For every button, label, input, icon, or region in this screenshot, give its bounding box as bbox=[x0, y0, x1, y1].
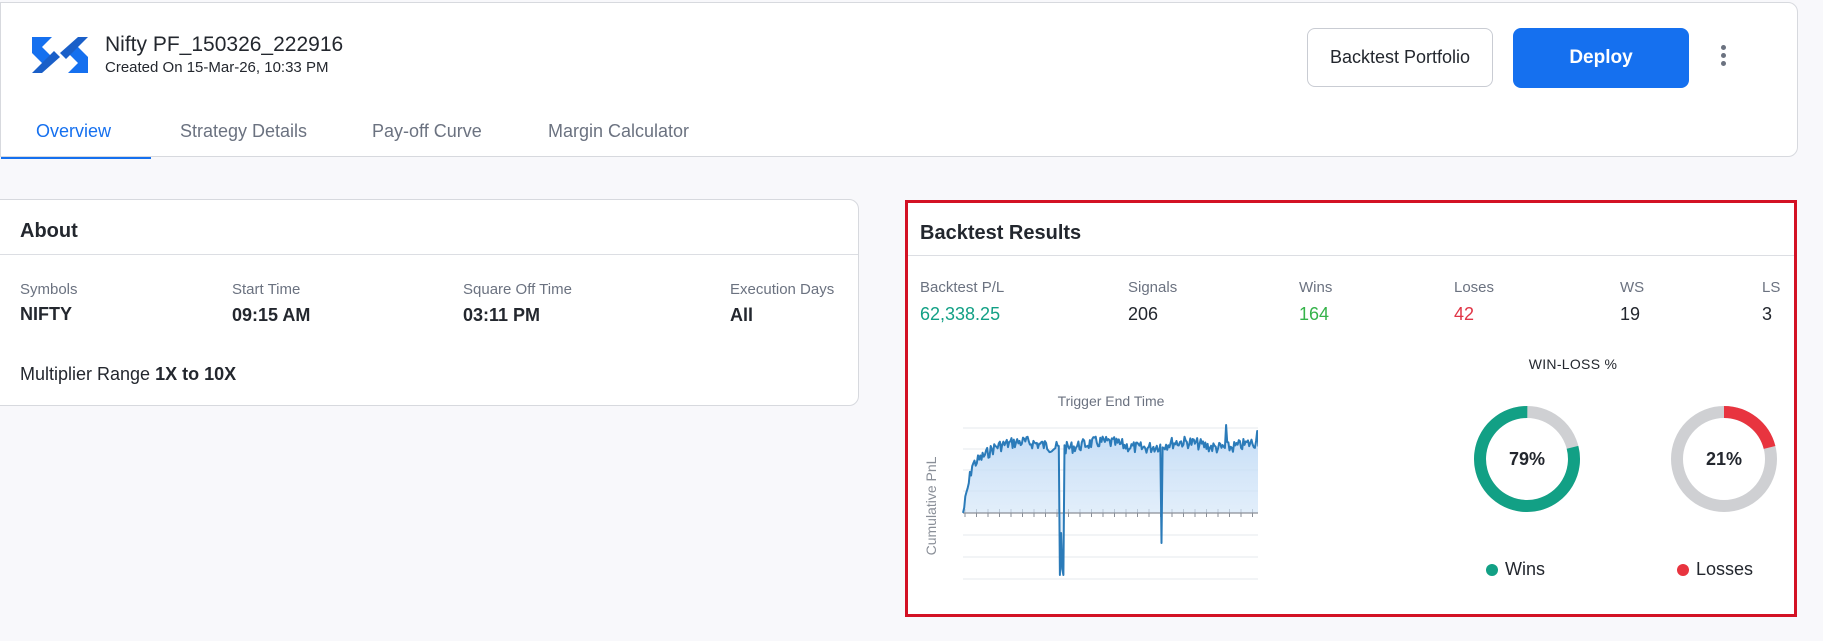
losses-percent: 21% bbox=[1706, 449, 1742, 469]
signals-label: Signals bbox=[1128, 279, 1178, 296]
tab-margin-calculator[interactable]: Margin Calculator bbox=[548, 121, 690, 141]
losses-legend-label: Losses bbox=[1696, 559, 1754, 579]
ws-label: WS bbox=[1620, 279, 1645, 296]
loses-label: Loses bbox=[1454, 279, 1495, 296]
about-card: About Symbols NIFTY Start Time 09:15 AM … bbox=[0, 199, 859, 406]
created-on-text: Created On 15-Mar-26, 10:33 PM bbox=[105, 59, 329, 76]
tab-overview[interactable]: Overview bbox=[36, 121, 112, 141]
execution-days-value: All bbox=[730, 305, 754, 325]
chart-line bbox=[962, 424, 1258, 576]
wins-legend[interactable]: Wins bbox=[1486, 559, 1545, 580]
losses-legend[interactable]: Losses bbox=[1677, 559, 1753, 580]
signals-value: 206 bbox=[1128, 304, 1159, 324]
tab-strategy-details[interactable]: Strategy Details bbox=[180, 121, 308, 141]
brand-logo-icon bbox=[30, 33, 90, 77]
wins-donut: 79% bbox=[1474, 406, 1580, 512]
ls-value: 3 bbox=[1762, 304, 1773, 324]
ws-value: 19 bbox=[1620, 304, 1641, 324]
deploy-button[interactable]: Deploy bbox=[1513, 28, 1689, 88]
symbols-label: Symbols bbox=[20, 281, 78, 298]
backtest-portfolio-button[interactable]: Backtest Portfolio bbox=[1307, 28, 1493, 87]
chart-title: Trigger End Time bbox=[1058, 393, 1165, 409]
multiplier-range-value: 1X to 10X bbox=[155, 364, 237, 384]
wins-legend-dot bbox=[1486, 563, 1498, 576]
win-loss-title: WIN-LOSS % bbox=[1528, 356, 1618, 372]
ls-label: LS bbox=[1762, 279, 1781, 296]
chart-area bbox=[963, 425, 1258, 575]
about-title: About bbox=[20, 220, 78, 242]
wins-percent: 79% bbox=[1509, 449, 1545, 469]
square-off-time-value: 03:11 PM bbox=[463, 305, 541, 325]
multiplier-range-label: Multiplier Range bbox=[20, 364, 151, 384]
more-options-icon[interactable] bbox=[1713, 45, 1733, 71]
square-off-time-label: Square Off Time bbox=[463, 281, 572, 298]
losses-legend-dot bbox=[1677, 563, 1689, 576]
start-time-value: 09:15 AM bbox=[232, 305, 311, 325]
wins-label: Wins bbox=[1299, 279, 1333, 296]
losses-donut: 21% bbox=[1671, 406, 1777, 512]
strategy-header: Nifty PF_150326_222916 Created On 15-Mar… bbox=[0, 2, 1798, 159]
results-divider bbox=[908, 255, 1794, 256]
active-tab-indicator bbox=[1, 157, 151, 159]
tab-pay-off-curve[interactable]: Pay-off Curve bbox=[372, 121, 482, 141]
cumulative-pnl-chart: Trigger End Time Cumulative PnL bbox=[923, 393, 1258, 580]
multiplier-range: Multiplier Range 1X to 10X bbox=[20, 364, 236, 385]
page-title: Nifty PF_150326_222916 bbox=[105, 33, 344, 56]
backtest-results-card: Backtest Results Backtest P/L 62,338.25 … bbox=[905, 200, 1797, 617]
about-divider bbox=[0, 254, 858, 255]
symbols-value: NIFTY bbox=[20, 304, 72, 324]
start-time-label: Start Time bbox=[232, 281, 301, 298]
wins-legend-label: Wins bbox=[1505, 559, 1545, 579]
backtest-results-title: Backtest Results bbox=[920, 222, 1082, 244]
loses-value: 42 bbox=[1454, 304, 1475, 324]
backtest-pl-label: Backtest P/L bbox=[920, 279, 1005, 296]
chart-ylabel: Cumulative PnL bbox=[923, 456, 939, 555]
wins-value: 164 bbox=[1299, 304, 1330, 324]
execution-days-label: Execution Days bbox=[730, 281, 835, 298]
backtest-pl-value: 62,338.25 bbox=[920, 304, 1001, 324]
